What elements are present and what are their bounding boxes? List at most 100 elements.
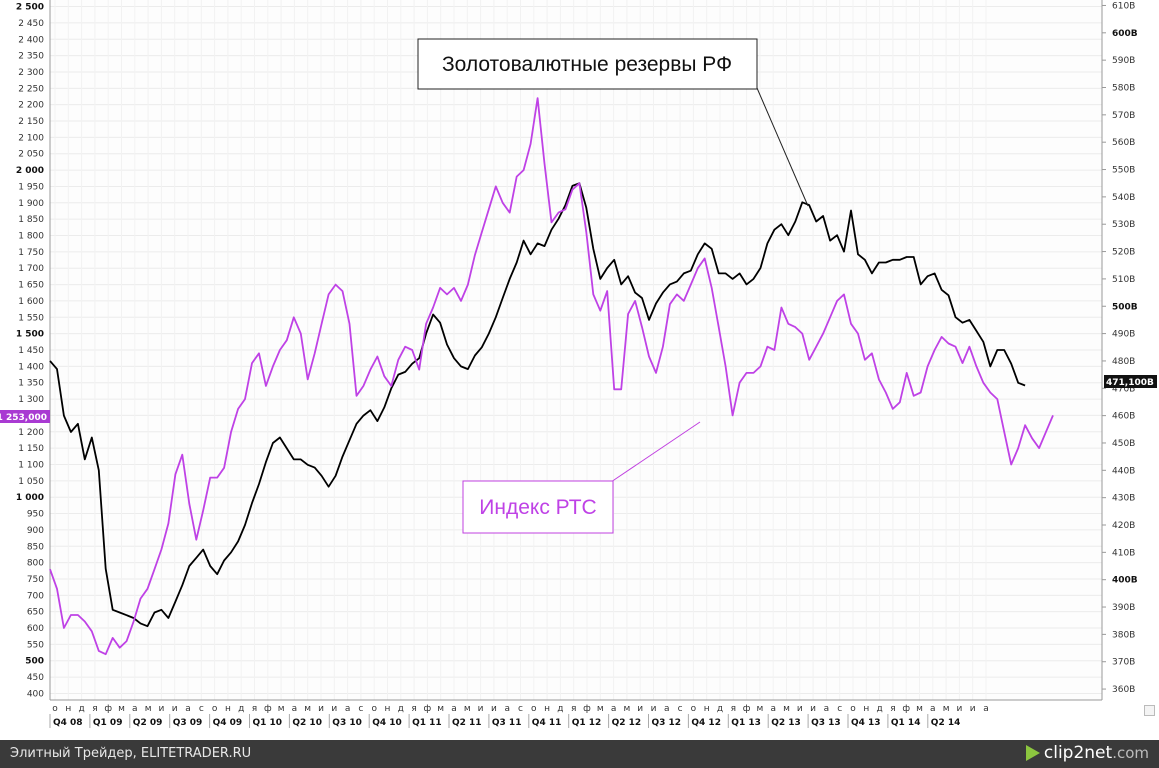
- right-tick-label: 370B: [1112, 658, 1135, 668]
- month-tick-label: ф: [902, 704, 910, 714]
- month-tick-label: н: [863, 704, 869, 714]
- month-tick-label: м: [304, 704, 311, 714]
- chart-scroll-button[interactable]: [1144, 705, 1155, 716]
- grid: [50, 0, 1102, 700]
- quarter-tick-label: Q4 12: [691, 718, 721, 728]
- month-tick-label: а: [292, 704, 298, 714]
- month-tick-label: д: [78, 704, 84, 714]
- right-axis: 360B 370B 380B 390B 400B 410B 420B 430B 440B 450B…: [1101, 0, 1138, 700]
- month-tick-label: и: [331, 704, 337, 714]
- right-tick-label: 480B: [1112, 357, 1135, 367]
- left-tick-label: 1 200: [18, 428, 44, 438]
- quarter-tick-label: Q2 13: [771, 718, 801, 728]
- right-tick-label: 610B: [1112, 1, 1135, 11]
- left-tick-label: 2 450: [18, 19, 44, 29]
- left-tick-label: 1 300: [18, 395, 44, 405]
- right-tick-label: 590B: [1112, 56, 1135, 66]
- left-tick-label: 1 900: [18, 199, 44, 209]
- rts-callout-box: [462, 480, 614, 534]
- month-tick-label: м: [118, 704, 125, 714]
- reserves-last-value-label: 471,100B: [1106, 378, 1154, 388]
- left-tick-label: 1 700: [18, 264, 44, 274]
- month-tick-label: я: [92, 704, 97, 714]
- quarter-tick-label: Q4 11: [532, 718, 562, 728]
- month-tick-label: и: [797, 704, 803, 714]
- right-tick-label: 570B: [1112, 111, 1135, 121]
- right-tick-label: 490B: [1112, 330, 1135, 340]
- right-tick-label: 550B: [1112, 166, 1135, 176]
- month-tick-label: а: [345, 704, 351, 714]
- month-tick-label: ф: [743, 704, 751, 714]
- month-tick-label: и: [318, 704, 324, 714]
- quarter-tick-label: Q1 09: [93, 718, 123, 728]
- month-tick-label: и: [478, 704, 484, 714]
- left-tick-label: 700: [27, 591, 44, 601]
- reserves-callout-line: [756, 87, 809, 207]
- left-tick-label: 2 150: [18, 117, 44, 127]
- month-tick-label: м: [943, 704, 950, 714]
- left-tick-label: 1 000: [16, 493, 44, 503]
- clip2net-icon: [1025, 745, 1040, 761]
- right-tick-label: 460B: [1112, 412, 1135, 422]
- month-tick-label: с: [837, 704, 842, 714]
- left-tick-label: 2 350: [18, 52, 44, 62]
- month-tick-label: н: [65, 704, 71, 714]
- left-tick-label: 2 250: [18, 84, 44, 94]
- left-tick-label: 2 100: [18, 133, 44, 143]
- left-tick-label: 2 300: [18, 68, 44, 78]
- month-tick-label: о: [212, 704, 218, 714]
- left-tick-label: 650: [27, 608, 44, 618]
- month-tick-label: м: [464, 704, 471, 714]
- month-tick-label: ф: [583, 704, 591, 714]
- left-tick-label: 1 600: [18, 297, 44, 307]
- left-tick-label: 2 050: [18, 150, 44, 160]
- left-tick-label: 1 050: [18, 477, 44, 487]
- quarter-tick-label: Q4 08: [53, 718, 83, 728]
- left-tick-label: 800: [27, 559, 44, 569]
- month-tick-label: с: [518, 704, 523, 714]
- month-tick-label: д: [398, 704, 404, 714]
- left-tick-label: 1 550: [18, 313, 44, 323]
- month-tick-label: и: [651, 704, 657, 714]
- month-tick-label: м: [757, 704, 764, 714]
- rts-last-value-marker: 1 253,000: [0, 410, 50, 423]
- month-tick-label: а: [664, 704, 670, 714]
- left-tick-label: 1 400: [18, 362, 44, 372]
- month-tick-label: н: [385, 704, 391, 714]
- month-tick-label: а: [770, 704, 776, 714]
- left-tick-label: 1 950: [18, 182, 44, 192]
- right-tick-label: 390B: [1112, 603, 1135, 613]
- footer-source: Элитный Трейдер, ELITETRADER.RU: [10, 746, 252, 761]
- month-tick-label: я: [571, 704, 576, 714]
- left-tick-label: 950: [27, 510, 44, 520]
- brand-logo[interactable]: clip2net.com: [1025, 743, 1149, 763]
- month-tick-label: а: [132, 704, 138, 714]
- left-tick-label: 1 450: [18, 346, 44, 356]
- right-tick-label: 510B: [1112, 275, 1135, 285]
- quarter-tick-label: Q2 09: [133, 718, 163, 728]
- month-tick-label: м: [145, 704, 152, 714]
- left-tick-label: 1 650: [18, 281, 44, 291]
- month-tick-label: ф: [104, 704, 112, 714]
- left-tick-label: 2 400: [18, 35, 44, 45]
- month-tick-label: я: [411, 704, 416, 714]
- month-tick-label: и: [810, 704, 816, 714]
- month-tick-label: м: [278, 704, 285, 714]
- left-tick-label: 1 500: [16, 330, 44, 340]
- quarter-tick-label: Q2 11: [452, 718, 482, 728]
- month-tick-label: и: [637, 704, 643, 714]
- reserves-last-value-marker: 471,100B: [1104, 375, 1157, 388]
- left-tick-label: 2 200: [18, 101, 44, 111]
- rts-callout-label: Индекс РТС: [479, 496, 596, 519]
- month-tick-label: а: [451, 704, 457, 714]
- left-tick-label: 2 000: [16, 166, 44, 176]
- month-tick-label: д: [557, 704, 563, 714]
- month-tick-label: о: [531, 704, 537, 714]
- left-tick-label: 850: [27, 542, 44, 552]
- reserves-callout-label: Золотовалютные резервы РФ: [442, 53, 732, 76]
- left-tick-label: 500: [25, 657, 44, 667]
- quarter-tick-label: Q3 10: [332, 718, 362, 728]
- month-tick-label: м: [783, 704, 790, 714]
- left-tick-label: 1 100: [18, 460, 44, 470]
